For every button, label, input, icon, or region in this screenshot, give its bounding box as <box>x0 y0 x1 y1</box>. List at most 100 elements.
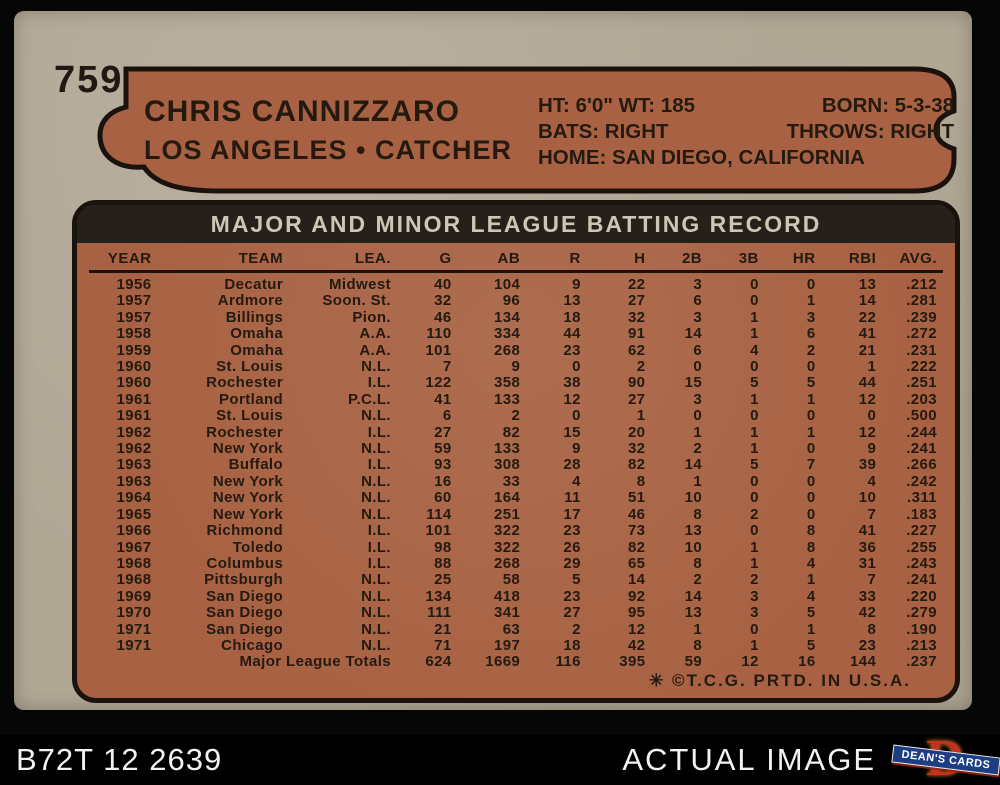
table-row: 1968 Columbus I.L. 88 268 29 65 8 1 4 31 .243 <box>89 554 943 572</box>
batting-table: YEAR TEAM LEA. G AB R H 2B 3B HR RBI AVG. 1956 Decat… <box>89 245 943 671</box>
table-cell: Omaha <box>230 341 284 359</box>
deans-cards-logo: D DEAN'S CARDS <box>891 732 1000 784</box>
table-cell: 32 <box>627 440 646 458</box>
caption-bar: B72T 12 2639 ACTUAL IMAGE D DEAN'S CARDS <box>0 732 1000 785</box>
table-cell: 59 <box>434 440 452 458</box>
table-cell: .266 <box>906 456 937 474</box>
table-cell: 90 <box>627 374 646 392</box>
table-row: 1961 St. Louis N.L. 6 2 0 1 0 0 0 0 .500 <box>89 407 943 425</box>
table-cell: 21 <box>858 341 877 359</box>
table-cell: 31 <box>858 554 877 572</box>
table-cell: .212 <box>906 276 937 293</box>
table-cell: 27 <box>627 292 646 310</box>
table-cell: 0 <box>806 276 816 293</box>
table-cell: 82 <box>627 456 646 474</box>
table-cell: 2 <box>750 571 759 589</box>
table-cell: 110 <box>426 325 452 343</box>
catalog-code: B72T 12 2639 <box>16 742 223 777</box>
table-cell: 164 <box>493 489 521 507</box>
table-row: 1966 Richmond I.L. 101 322 23 73 13 0 8 41 .227 <box>89 522 943 540</box>
bio-row-1: HT: 6'0" WT: 185 BORN: 5-3-38 <box>538 93 954 119</box>
table-cell: 12 <box>627 620 646 638</box>
table-cell: 8 <box>693 554 703 572</box>
table-cell: 41 <box>858 325 877 343</box>
table-row: 1963 Buffalo I.L. 93 308 28 82 14 5 7 39 .266 <box>89 456 943 474</box>
table-cell: 7 <box>867 505 877 523</box>
table-cell: 2 <box>750 505 759 523</box>
table-cell: 12 <box>563 390 581 408</box>
table-cell: 114 <box>426 505 452 523</box>
table-cell: 4 <box>806 554 816 572</box>
table-cell: Richmond <box>206 522 284 540</box>
table-cell: 1 <box>693 620 703 638</box>
table-cell: 38 <box>563 374 581 392</box>
table-cell: N.L. <box>361 489 391 507</box>
table-cell: 14 <box>684 456 703 474</box>
table-cell: N.L. <box>361 604 391 622</box>
table-cell: 29 <box>563 554 581 572</box>
table-cell: 26 <box>563 538 581 556</box>
table-row: 1956 Decatur Midwest 40 104 9 22 3 0 0 13 .212 <box>89 272 943 294</box>
table-cell: 14 <box>684 587 703 605</box>
table-cell: 1 <box>693 423 703 441</box>
table-cell: 23 <box>858 636 877 654</box>
table-cell: 2 <box>636 358 646 376</box>
table-cell: 13 <box>858 276 877 293</box>
table-cell: A.A. <box>359 325 391 343</box>
bio-row-3: HOME: SAN DIEGO, CALIFORNIA <box>538 145 954 171</box>
table-cell: 8 <box>867 620 877 638</box>
table-cell: 2 <box>806 341 816 359</box>
table-cell: .203 <box>906 390 937 408</box>
table-cell: 23 <box>563 522 581 540</box>
table-cell: .231 <box>906 341 937 359</box>
table-cell: 1 <box>693 472 703 490</box>
table-cell: .251 <box>906 374 937 392</box>
table-cell: 27 <box>627 390 646 408</box>
table-cell: 28 <box>563 456 581 474</box>
table-cell: 111 <box>427 604 452 622</box>
table-cell: .279 <box>906 604 937 622</box>
table-cell: 5 <box>806 374 816 392</box>
table-cell: 3 <box>750 604 759 622</box>
table-cell: 322 <box>493 522 521 540</box>
table-cell: St. Louis <box>216 358 284 376</box>
table-cell: 1 <box>806 571 816 589</box>
table-cell: Chicago <box>221 636 284 654</box>
table-cell: 21 <box>434 620 452 638</box>
table-cell: 0 <box>806 472 816 490</box>
table-cell: 18 <box>563 636 581 654</box>
table-cell: Midwest <box>329 276 391 293</box>
table-cell: 7 <box>806 456 816 474</box>
table-row: 1962 New York N.L. 59 133 9 32 2 1 0 9 .241 <box>89 440 943 458</box>
table-cell: .500 <box>906 407 937 425</box>
table-cell: 63 <box>502 620 521 638</box>
table-cell: 8 <box>806 522 816 540</box>
table-cell: .222 <box>906 358 937 376</box>
table-cell: N.L. <box>361 358 391 376</box>
table-cell: 1965 <box>116 505 152 523</box>
actual-image-label: ACTUAL IMAGE <box>622 742 876 777</box>
table-cell: 27 <box>434 423 452 441</box>
team-position: LOS ANGELES • CATCHER <box>144 135 512 165</box>
table-cell: 23 <box>563 587 581 605</box>
table-row: 1958 Omaha A.A. 110 334 44 91 14 1 6 41 .272 <box>89 325 943 343</box>
totals-cell: 16 <box>798 653 816 671</box>
table-cell: 15 <box>563 423 581 441</box>
table-cell: 2 <box>511 407 521 425</box>
table-cell: 46 <box>627 505 646 523</box>
table-cell: 0 <box>750 620 759 638</box>
table-cell: 82 <box>627 538 646 556</box>
table-cell: N.L. <box>361 587 391 605</box>
table-cell: 1957 <box>116 308 152 326</box>
table-cell: 8 <box>636 472 646 490</box>
table-cell: 39 <box>858 456 877 474</box>
table-cell: 10 <box>684 489 703 507</box>
table-cell: New York <box>212 440 284 458</box>
table-cell: 42 <box>858 604 877 622</box>
name-plaque <box>97 66 957 194</box>
table-cell: 0 <box>572 358 581 376</box>
table-cell: 3 <box>806 308 816 326</box>
table-cell: 1 <box>750 636 759 654</box>
table-cell: 1969 <box>116 587 152 605</box>
table-cell: 133 <box>493 390 521 408</box>
